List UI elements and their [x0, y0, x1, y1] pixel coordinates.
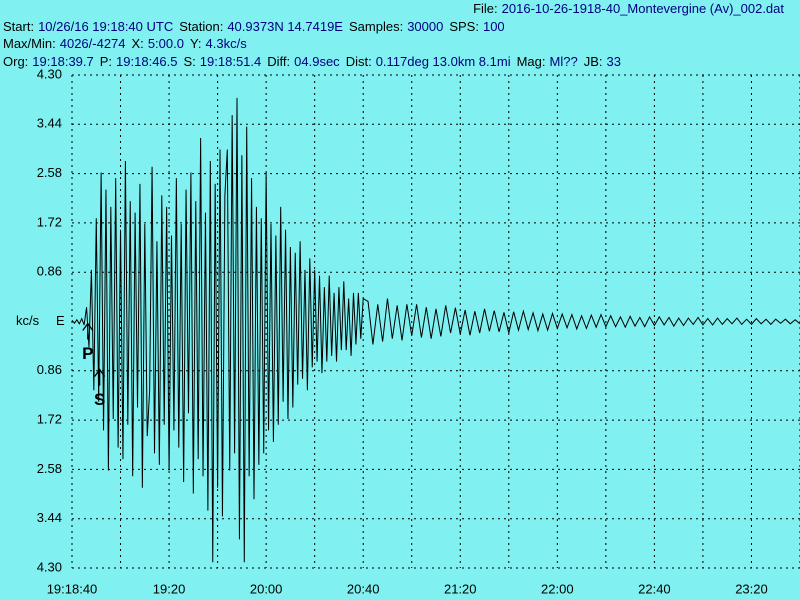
header-label: JB:	[583, 53, 603, 69]
header: File: 2016-10-26-1918-40_Montevergine (Av…	[0, 0, 800, 70]
header-label: Dist:	[345, 53, 372, 69]
header-label: SPS:	[449, 18, 479, 34]
pick-label: P	[82, 344, 93, 363]
y-tick-label: 2.58	[37, 165, 62, 180]
header-value: 19:18:51.4	[199, 53, 262, 69]
x-tick-label: 21:20	[444, 581, 477, 596]
header-value: 33	[606, 53, 621, 69]
channel-label: E	[56, 313, 65, 328]
x-tick-label: 20:40	[347, 581, 380, 596]
header-value: 30000	[407, 18, 444, 34]
header-line: Max/Min: 4026/-4274 X: 5:00.0 Y: 4.3kc/s	[0, 35, 800, 53]
x-tick-label: 22:00	[541, 581, 574, 596]
pick-label: S	[94, 390, 105, 409]
header-value: 04.9sec	[294, 53, 340, 69]
y-axis-label: kc/s	[16, 313, 40, 328]
header-value: 5:00.0	[147, 36, 184, 51]
x-tick-label: 20:00	[250, 581, 283, 596]
y-tick-label: 1.72	[37, 214, 62, 229]
trace	[71, 97, 800, 563]
x-tick-label: 19:18:40	[47, 581, 98, 596]
header-label: Station:	[179, 18, 224, 34]
header-label: S:	[183, 53, 196, 69]
pick-arrow	[94, 368, 106, 386]
header-label: File:	[473, 1, 498, 16]
y-tick-label: 2.58	[37, 461, 62, 476]
y-tick-label: 4.30	[37, 66, 62, 81]
header-label: Start:	[3, 18, 35, 34]
header-value: 19:18:39.7	[32, 53, 94, 69]
y-tick-label: 1.72	[37, 412, 62, 427]
x-tick-label: 23:20	[735, 581, 768, 596]
x-tick-label: 22:40	[638, 581, 671, 596]
header-label: P:	[99, 53, 113, 69]
pick-arrow	[82, 322, 94, 340]
header-value: Ml??	[549, 53, 578, 69]
header-line: Org: 19:18:39.7 P: 19:18:46.5 S: 19:18:51.4 Di…	[0, 53, 800, 71]
y-tick-label: 3.44	[37, 116, 62, 131]
header-label: Diff:	[267, 53, 291, 69]
y-tick-label: 3.44	[37, 510, 62, 525]
y-tick-label: 4.30	[37, 559, 62, 574]
header-value: 40.9373N 14.7419E	[227, 18, 343, 34]
y-tick-label: 0.86	[37, 264, 62, 279]
header-value: 4.3kc/s	[205, 36, 247, 51]
header-value: 2016-10-26-1918-40_Montevergine (Av)_002…	[501, 1, 784, 16]
y-tick-label: 0.86	[37, 362, 62, 377]
header-value: 100	[482, 18, 505, 34]
header-line: File: 2016-10-26-1918-40_Montevergine (Av…	[0, 0, 800, 18]
header-label: X:	[131, 36, 144, 51]
header-value: 0.117deg 13.0km 8.1mi	[375, 53, 511, 69]
header-value: 19:18:46.5	[116, 53, 178, 69]
header-label: Max/Min:	[3, 36, 56, 51]
header-line: Start: 10/26/16 19:18:40 UTC Station: 40.93…	[0, 18, 800, 36]
x-tick-label: 19:20	[153, 581, 186, 596]
header-label: Y:	[189, 36, 202, 51]
header-label: Org:	[3, 53, 29, 69]
header-value: 10/26/16 19:18:40 UTC	[38, 18, 174, 34]
header-label: Samples:	[348, 18, 404, 34]
header-label: Mag:	[516, 53, 546, 69]
header-value: 4026/-4274	[59, 36, 126, 51]
